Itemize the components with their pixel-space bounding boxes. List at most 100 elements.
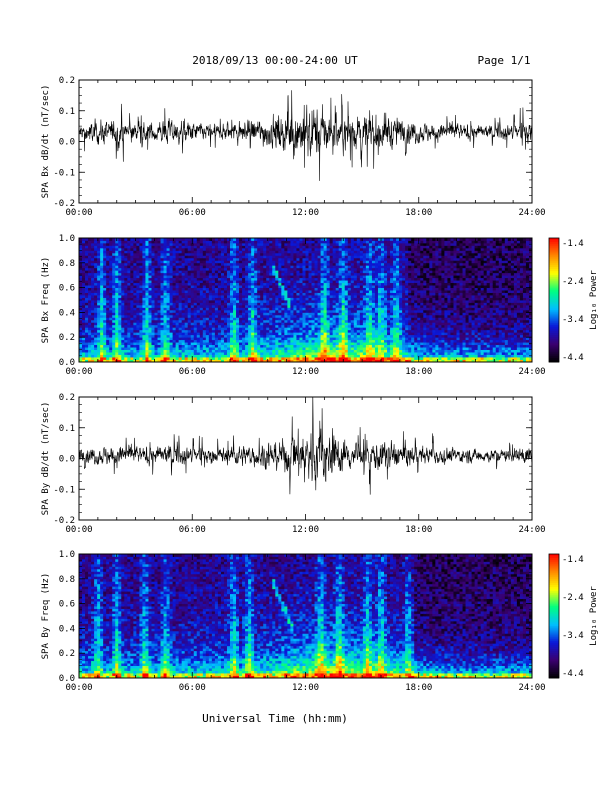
spectrogram-cell xyxy=(155,305,158,308)
spectrogram-cell xyxy=(281,347,284,350)
spectrogram-cell xyxy=(115,327,118,330)
spectrogram-cell xyxy=(142,275,145,278)
spectrogram-cell xyxy=(284,325,287,328)
spectrogram-cell xyxy=(136,265,139,268)
spectrogram-cell xyxy=(224,255,227,258)
spectrogram-cell xyxy=(185,305,188,308)
spectrogram-cell xyxy=(348,347,351,350)
spectrogram-cell xyxy=(124,283,127,286)
spectrogram-cell xyxy=(185,240,188,243)
spectrogram-cell xyxy=(278,243,281,246)
spectrogram-cell xyxy=(109,265,112,268)
spectrogram-cell xyxy=(197,285,200,288)
spectrogram-cell xyxy=(318,248,321,251)
spectrogram-cell xyxy=(284,255,287,258)
spectrogram-cell xyxy=(245,307,248,310)
spectrogram-cell xyxy=(284,340,287,343)
spectrogram-cell xyxy=(133,357,136,360)
spectrogram-cell xyxy=(248,295,251,298)
spectrogram-cells xyxy=(79,238,532,362)
spectrogram-cell xyxy=(173,273,176,276)
spectrogram-cell xyxy=(221,255,224,258)
spectrogram-cell xyxy=(348,330,351,333)
spectrogram-cell xyxy=(227,250,230,253)
spectrogram-cell xyxy=(121,293,124,296)
spectrogram-cell xyxy=(124,320,127,323)
spectrogram-cell xyxy=(173,248,176,251)
spectrogram-cell xyxy=(275,347,278,350)
spectrogram-cell xyxy=(212,327,215,330)
spectrogram-cell xyxy=(363,290,366,293)
spectrogram-cell xyxy=(212,293,215,296)
spectrogram-cell xyxy=(330,270,333,273)
spectrogram-cell xyxy=(242,312,245,315)
spectrogram-cell xyxy=(82,250,85,253)
spectrogram-cell xyxy=(336,302,339,305)
spectrogram-cell xyxy=(176,320,179,323)
spectrogram-cell xyxy=(369,248,372,251)
spectrogram-cell xyxy=(366,245,369,248)
spectrogram-cell xyxy=(191,335,194,338)
spectrogram-cell xyxy=(348,320,351,323)
spectrogram-cell xyxy=(345,340,348,343)
spectrogram-cell xyxy=(218,305,221,308)
spectrogram-cell xyxy=(336,253,339,256)
spectrogram-cell xyxy=(348,263,351,266)
spectrogram-cell xyxy=(318,345,321,348)
spectrogram-cell xyxy=(318,355,321,358)
spectrogram-cell xyxy=(321,288,324,291)
spectrogram-cell xyxy=(254,280,257,283)
spectrogram-cell xyxy=(296,355,299,358)
spectrogram-cell xyxy=(260,298,263,301)
spectrogram-cell xyxy=(142,337,145,340)
spectrogram-cell xyxy=(239,347,242,350)
spectrogram-cell xyxy=(248,255,251,258)
spectrogram-cell xyxy=(284,300,287,303)
spectrogram-cell xyxy=(100,315,103,318)
spectrogram-cell xyxy=(185,288,188,291)
spectrogram-cell xyxy=(306,255,309,258)
spectrogram-cell xyxy=(360,337,363,340)
spectrogram-cell xyxy=(272,337,275,340)
y-tick-label: 0.1 xyxy=(59,107,75,117)
spectrogram-cell xyxy=(209,335,212,338)
spectrogram-cell xyxy=(179,307,182,310)
spectrogram-cell xyxy=(212,250,215,253)
spectrogram-cell xyxy=(221,340,224,343)
spectrogram-cell xyxy=(115,345,118,348)
spectrogram-cell xyxy=(363,298,366,301)
spectrogram-cell xyxy=(315,352,318,355)
spectrogram-cell xyxy=(290,275,293,278)
spectrogram-cell xyxy=(112,340,115,343)
spectrogram-cell xyxy=(272,305,275,308)
spectrogram-cell xyxy=(212,278,215,281)
spectrogram-cell xyxy=(275,293,278,296)
spectrogram-cell xyxy=(197,320,200,323)
spectrogram-cell xyxy=(309,332,312,335)
spectrogram-cell xyxy=(188,320,191,323)
spectrogram-cell xyxy=(330,273,333,276)
spectrogram-cell xyxy=(233,350,236,353)
spectrogram-cell xyxy=(212,330,215,333)
spectrogram-cell xyxy=(296,268,299,271)
spectrogram-cell xyxy=(115,245,118,248)
spectrogram-cell xyxy=(224,273,227,276)
spectrogram-cell xyxy=(161,273,164,276)
spectrogram-cell xyxy=(118,350,121,353)
spectrogram-cell xyxy=(136,342,139,345)
spectrogram-cell xyxy=(245,342,248,345)
spectrogram-cell xyxy=(221,350,224,353)
spectrogram-cell xyxy=(124,260,127,263)
spectrogram-cell xyxy=(230,245,233,248)
spectrogram-cell xyxy=(245,255,248,258)
spectrogram-cell xyxy=(339,288,342,291)
spectrogram-cell xyxy=(209,248,212,251)
spectrogram-cell xyxy=(357,243,360,246)
spectrogram-cell xyxy=(296,325,299,328)
spectrogram-cell xyxy=(357,285,360,288)
spectrogram-cell xyxy=(342,355,345,358)
spectrogram-cell xyxy=(230,342,233,345)
spectrogram-cell xyxy=(97,305,100,308)
spectrogram-cell xyxy=(227,283,230,286)
spectrogram-cell xyxy=(360,315,363,318)
